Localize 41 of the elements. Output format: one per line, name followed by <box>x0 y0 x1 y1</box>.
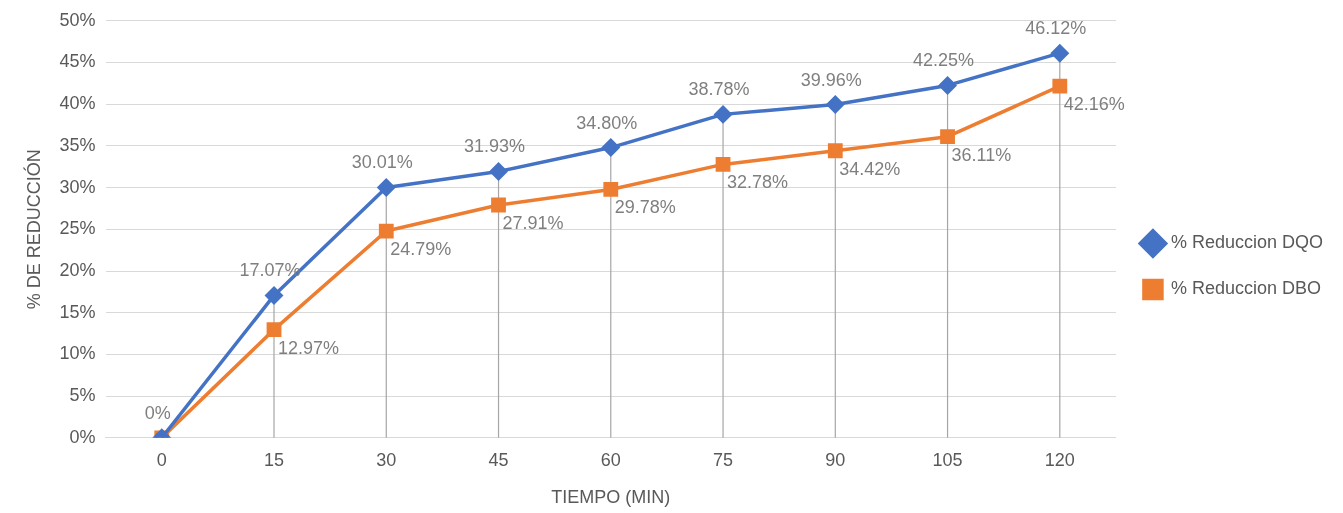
data-label: 34.42% <box>839 158 901 179</box>
data-label: 39.96% <box>800 69 862 90</box>
x-tick-label: 15 <box>264 449 285 470</box>
legend-label: % Reduccion DBO <box>1170 278 1322 299</box>
y-tick-label: 30% <box>59 176 96 197</box>
y-tick-label: 20% <box>59 259 96 280</box>
y-tick-label: 10% <box>59 343 96 364</box>
x-tick-label: 105 <box>932 449 963 470</box>
legend-label: % Reduccion DQO <box>1170 232 1323 253</box>
data-label: 31.93% <box>464 136 526 157</box>
x-tick-label: 90 <box>825 449 846 470</box>
y-tick-label: 45% <box>59 51 96 72</box>
y-tick-label: 50% <box>59 9 96 30</box>
data-label: 38.78% <box>688 79 750 100</box>
data-label: 34.80% <box>576 112 638 133</box>
x-tick-label: 60 <box>600 449 621 470</box>
data-label: 17.07% <box>239 260 301 281</box>
x-tick-label: 120 <box>1044 449 1075 470</box>
x-axis-title: TIEMPO (MIN) <box>551 487 671 508</box>
x-tick-label: 30 <box>376 449 397 470</box>
data-label: 46.12% <box>1025 18 1087 39</box>
y-tick-label: 35% <box>59 134 96 155</box>
data-label: 12.97% <box>278 337 340 358</box>
data-label: 29.78% <box>614 197 676 218</box>
data-label: 32.78% <box>727 172 789 193</box>
y-tick-label: 0% <box>69 426 96 447</box>
x-tick-label: 75 <box>713 449 734 470</box>
y-tick-label: 15% <box>59 301 96 322</box>
data-label: 36.11% <box>951 144 1012 165</box>
data-label: 24.79% <box>390 239 452 260</box>
data-label: 27.91% <box>502 213 564 233</box>
y-tick-label: 40% <box>59 93 96 114</box>
y-tick-label: 5% <box>69 385 96 406</box>
data-label: 42.25% <box>913 50 975 71</box>
data-label: 30.01% <box>351 152 413 173</box>
data-label: 42.16% <box>1063 94 1125 115</box>
y-tick-label: 25% <box>59 218 96 239</box>
x-tick-label: 45 <box>488 449 509 470</box>
x-tick-label: 0 <box>156 449 167 470</box>
y-axis-title: % DE REDUCCIÓN <box>22 149 44 310</box>
data-label: 0% <box>144 402 171 423</box>
